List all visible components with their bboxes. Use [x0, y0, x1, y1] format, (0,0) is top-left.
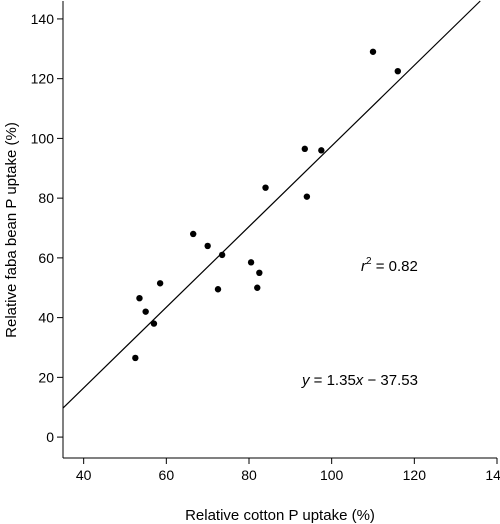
r-squared-symbol: r [361, 258, 367, 275]
y-tick-label: 80 [38, 190, 54, 206]
x-tick-label: 40 [76, 467, 92, 483]
data-point [254, 284, 261, 291]
data-point [214, 286, 222, 293]
y-tick-label: 140 [31, 11, 55, 27]
data-point [190, 230, 197, 238]
y-axis-title: Relative faba bean P uptake (%) [3, 122, 20, 338]
data-point [303, 193, 311, 200]
data-point [256, 269, 263, 277]
equation-y-symbol: y [301, 372, 311, 389]
x-tick-label: 120 [403, 467, 427, 483]
regression-equation: y = 1.35x − 37.53 [301, 372, 418, 389]
equation-intercept: − 37.53 [363, 372, 418, 389]
data-point [142, 308, 149, 315]
data-point [218, 251, 226, 259]
r-squared-annotation: r2 = 0.82 [361, 256, 418, 275]
x-tick-label: 140 [485, 467, 500, 483]
data-point [156, 280, 164, 287]
y-tick-label: 0 [46, 429, 54, 445]
data-point [204, 242, 211, 250]
data-point [132, 354, 139, 362]
axes-frame [62, 1, 497, 459]
data-point [150, 320, 158, 327]
data-point [369, 48, 377, 55]
y-tick-label: 20 [38, 369, 54, 385]
data-points [132, 48, 401, 362]
equation-slope: = 1.35 [310, 372, 356, 389]
r-squared-superscript: 2 [366, 256, 372, 267]
regression-line [62, 0, 481, 409]
data-point [301, 145, 308, 153]
data-point [247, 259, 255, 266]
data-point [318, 147, 325, 154]
r-squared-value: = 0.82 [372, 258, 418, 275]
x-tick-label: 60 [159, 467, 175, 483]
x-tick-label: 100 [320, 467, 344, 483]
data-point [136, 294, 143, 302]
equation-x-symbol: x [355, 372, 364, 389]
x-axis-ticks: 40 60 80 100 120 140 [76, 458, 500, 483]
y-tick-label: 60 [38, 250, 54, 266]
x-tick-label: 80 [241, 467, 257, 483]
x-axis-title: Relative cotton P uptake (%) [185, 507, 375, 524]
y-tick-label: 100 [31, 130, 55, 146]
y-tick-label: 120 [31, 71, 55, 87]
data-point [262, 184, 269, 191]
y-tick-label: 40 [38, 310, 54, 326]
y-axis-ticks: 0 20 40 60 80 100 120 140 [31, 11, 63, 445]
data-point [394, 67, 401, 75]
